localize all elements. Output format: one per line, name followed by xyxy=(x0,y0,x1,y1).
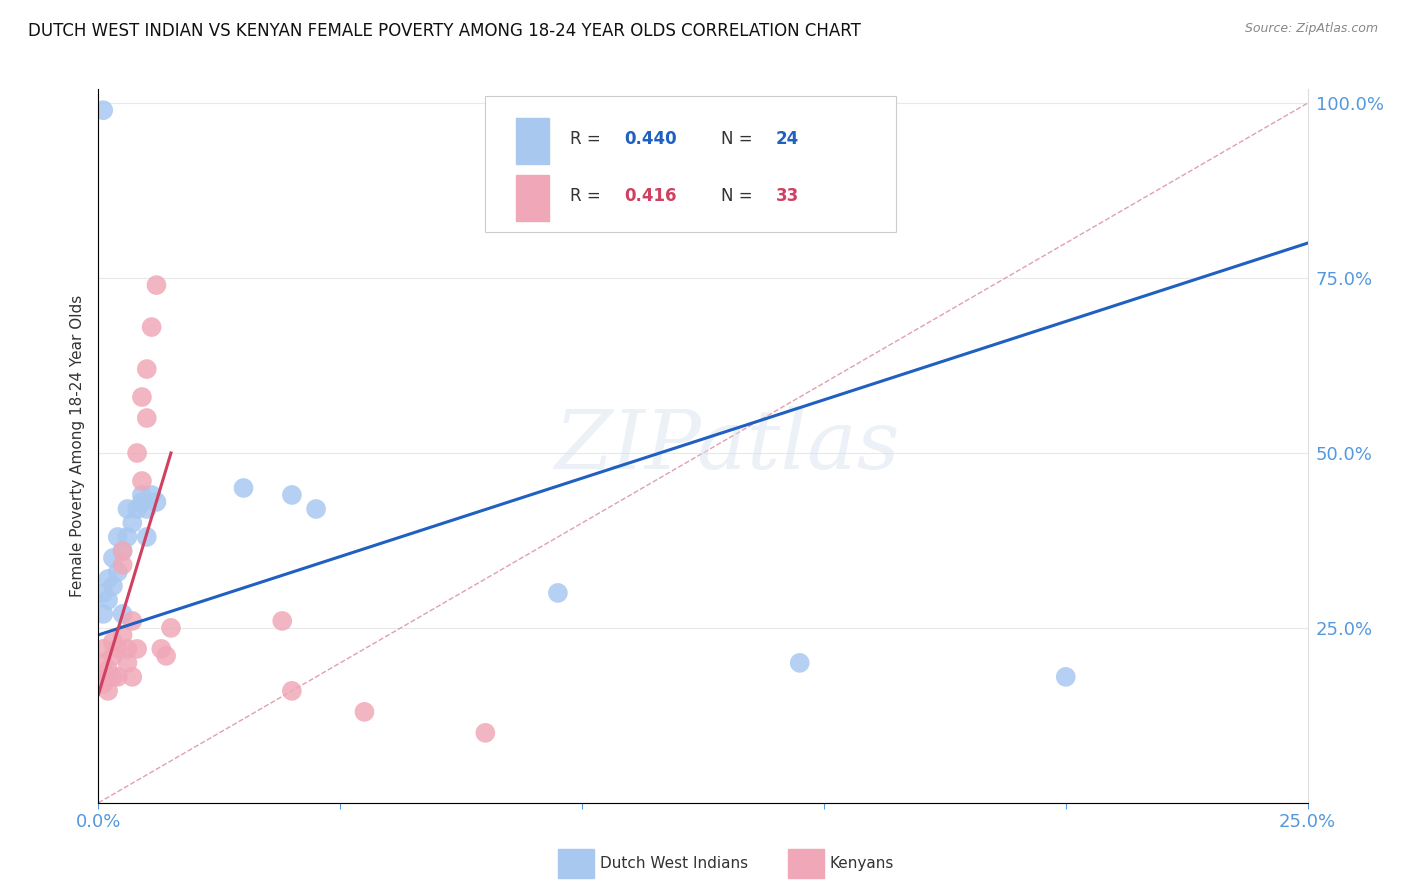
FancyBboxPatch shape xyxy=(485,96,897,232)
Point xyxy=(117,656,139,670)
Bar xyxy=(558,849,595,878)
Text: 0.416: 0.416 xyxy=(624,187,676,205)
Point xyxy=(91,607,114,621)
Text: N =: N = xyxy=(721,187,758,205)
Point xyxy=(155,648,177,663)
Point xyxy=(107,670,129,684)
Point xyxy=(91,656,114,670)
Point xyxy=(97,593,120,607)
Point xyxy=(101,550,124,565)
Text: Dutch West Indians: Dutch West Indians xyxy=(600,856,748,871)
Text: 24: 24 xyxy=(776,130,799,148)
Point xyxy=(232,481,254,495)
Point xyxy=(91,677,114,691)
Point xyxy=(135,530,157,544)
Point xyxy=(145,278,167,293)
Point xyxy=(91,586,114,600)
Point xyxy=(131,474,153,488)
Text: N =: N = xyxy=(721,130,758,148)
Text: Kenyans: Kenyans xyxy=(830,856,894,871)
Point xyxy=(474,726,496,740)
Point xyxy=(101,579,124,593)
Point xyxy=(97,572,120,586)
Point xyxy=(789,656,811,670)
Point xyxy=(97,670,120,684)
Point xyxy=(97,663,120,677)
Point xyxy=(305,502,328,516)
Point xyxy=(111,544,134,558)
Point xyxy=(135,411,157,425)
Point xyxy=(1054,670,1077,684)
Point xyxy=(97,684,120,698)
Point xyxy=(117,502,139,516)
Y-axis label: Female Poverty Among 18-24 Year Olds: Female Poverty Among 18-24 Year Olds xyxy=(69,295,84,597)
Text: R =: R = xyxy=(569,130,606,148)
Point xyxy=(353,705,375,719)
Point xyxy=(127,446,149,460)
Point xyxy=(127,641,149,656)
Bar xyxy=(787,849,824,878)
Point xyxy=(547,586,569,600)
Point xyxy=(145,495,167,509)
Point xyxy=(131,390,153,404)
Point xyxy=(107,565,129,579)
Point xyxy=(127,502,149,516)
Point xyxy=(111,607,134,621)
Point xyxy=(141,488,163,502)
Point xyxy=(117,530,139,544)
Point xyxy=(107,641,129,656)
Point xyxy=(121,516,143,530)
Text: 0.440: 0.440 xyxy=(624,130,678,148)
Point xyxy=(135,362,157,376)
Bar xyxy=(516,175,550,221)
Text: ZIPatlas: ZIPatlas xyxy=(554,406,900,486)
Point xyxy=(101,670,124,684)
Point xyxy=(271,614,294,628)
Text: DUTCH WEST INDIAN VS KENYAN FEMALE POVERTY AMONG 18-24 YEAR OLDS CORRELATION CHA: DUTCH WEST INDIAN VS KENYAN FEMALE POVER… xyxy=(28,22,860,40)
Point xyxy=(107,530,129,544)
Point xyxy=(150,641,173,656)
Point xyxy=(135,502,157,516)
Point xyxy=(101,635,124,649)
Point xyxy=(117,641,139,656)
Point xyxy=(121,614,143,628)
Point xyxy=(281,684,304,698)
Point xyxy=(141,320,163,334)
Point xyxy=(160,621,183,635)
Text: 33: 33 xyxy=(776,187,799,205)
Point xyxy=(91,641,114,656)
Point xyxy=(101,648,124,663)
Point xyxy=(91,103,114,118)
Text: R =: R = xyxy=(569,187,606,205)
Point xyxy=(131,495,153,509)
Point xyxy=(111,628,134,642)
Point xyxy=(131,488,153,502)
Point xyxy=(281,488,304,502)
Point xyxy=(111,544,134,558)
Text: Source: ZipAtlas.com: Source: ZipAtlas.com xyxy=(1244,22,1378,36)
Point xyxy=(121,670,143,684)
Bar xyxy=(516,118,550,164)
Point xyxy=(111,558,134,572)
